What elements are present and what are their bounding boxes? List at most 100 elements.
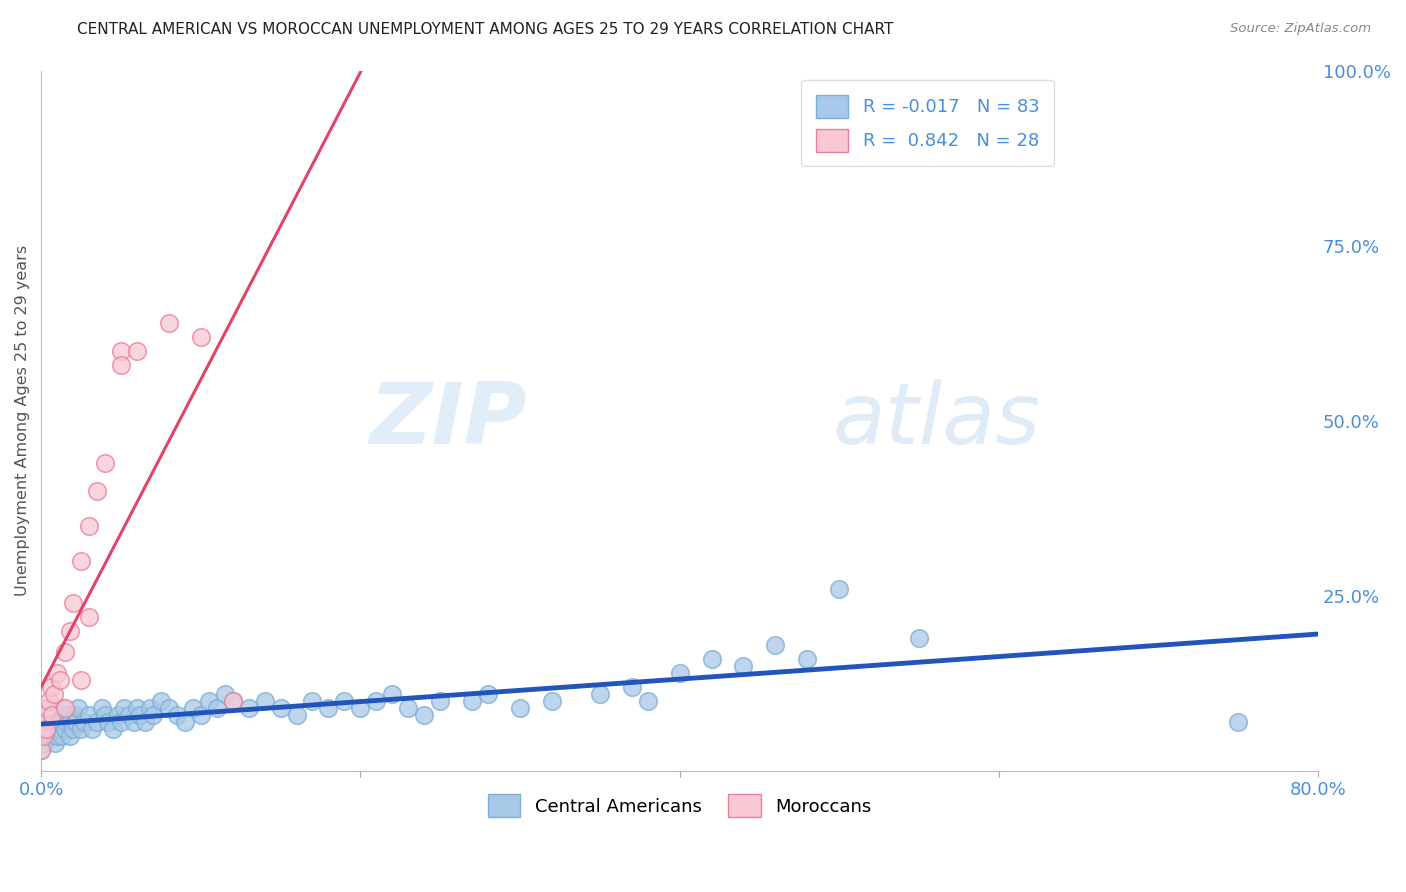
Point [733, 658, 755, 673]
Point [112, 700, 135, 714]
Point [197, 694, 219, 708]
Point [77, 518, 100, 533]
Point [48, 722, 70, 736]
Point [94, 707, 117, 722]
Point [53, 722, 76, 736]
Point [37, 707, 59, 722]
Point [53, 645, 76, 659]
Point [38, 700, 60, 714]
Point [77, 609, 100, 624]
Point [49, 714, 72, 729]
Legend: Central Americans, Moroccans: Central Americans, Moroccans [481, 787, 879, 824]
Point [796, 652, 818, 666]
Point [52, 700, 75, 714]
Point [107, 707, 129, 722]
Point [122, 714, 145, 729]
Point [86, 714, 108, 729]
Point [477, 687, 499, 701]
Point [59, 729, 82, 743]
Point [366, 694, 388, 708]
Point [333, 694, 356, 708]
Text: ZIP: ZIP [368, 379, 526, 462]
Point [173, 714, 195, 729]
Point [190, 330, 212, 344]
Point [381, 687, 404, 701]
Point [1227, 714, 1250, 729]
Point [541, 694, 564, 708]
Point [90, 700, 112, 714]
Point [70, 722, 93, 736]
Point [46, 729, 69, 743]
Point [30, 742, 52, 756]
Point [110, 358, 132, 372]
Point [157, 316, 180, 330]
Point [253, 694, 276, 708]
Point [413, 707, 436, 722]
Point [429, 694, 451, 708]
Point [668, 665, 690, 680]
Point [70, 673, 93, 687]
Point [73, 714, 96, 729]
Point [97, 714, 120, 729]
Point [31, 729, 53, 743]
Point [238, 700, 260, 714]
Point [285, 707, 308, 722]
Point [35, 722, 58, 736]
Point [30, 742, 52, 756]
Point [118, 707, 141, 722]
Point [221, 694, 243, 708]
Point [589, 687, 612, 701]
Point [41, 722, 63, 736]
Point [637, 694, 659, 708]
Point [221, 694, 243, 708]
Point [157, 700, 180, 714]
Point [129, 707, 152, 722]
Point [60, 714, 83, 729]
Point [828, 582, 851, 596]
Point [181, 700, 204, 714]
Point [59, 624, 82, 638]
Point [41, 707, 63, 722]
Point [101, 722, 124, 736]
Point [42, 714, 65, 729]
Point [301, 694, 323, 708]
Point [51, 729, 73, 743]
Point [214, 687, 236, 701]
Point [46, 665, 69, 680]
Point [82, 722, 104, 736]
Point [134, 714, 156, 729]
Point [270, 700, 292, 714]
Point [94, 456, 117, 470]
Point [34, 707, 56, 722]
Point [149, 694, 172, 708]
Point [125, 343, 148, 358]
Point [138, 700, 160, 714]
Point [509, 700, 531, 714]
Point [125, 700, 148, 714]
Point [37, 700, 59, 714]
Point [461, 694, 484, 708]
Point [620, 680, 643, 694]
Point [38, 729, 60, 743]
Y-axis label: Unemployment Among Ages 25 to 29 years: Unemployment Among Ages 25 to 29 years [15, 245, 30, 597]
Point [39, 680, 62, 694]
Text: CENTRAL AMERICAN VS MOROCCAN UNEMPLOYMENT AMONG AGES 25 TO 29 YEARS CORRELATION : CENTRAL AMERICAN VS MOROCCAN UNEMPLOYMEN… [77, 22, 894, 37]
Point [166, 707, 188, 722]
Point [34, 736, 56, 750]
Point [908, 631, 931, 645]
Point [700, 652, 723, 666]
Point [30, 714, 52, 729]
Point [66, 700, 89, 714]
Point [142, 707, 165, 722]
Point [110, 714, 132, 729]
Point [110, 343, 132, 358]
Point [35, 722, 58, 736]
Text: atlas: atlas [832, 379, 1040, 462]
Point [65, 714, 87, 729]
Point [205, 700, 228, 714]
Text: Source: ZipAtlas.com: Source: ZipAtlas.com [1230, 22, 1371, 36]
Point [38, 694, 60, 708]
Point [70, 554, 93, 568]
Point [86, 483, 108, 498]
Point [55, 714, 77, 729]
